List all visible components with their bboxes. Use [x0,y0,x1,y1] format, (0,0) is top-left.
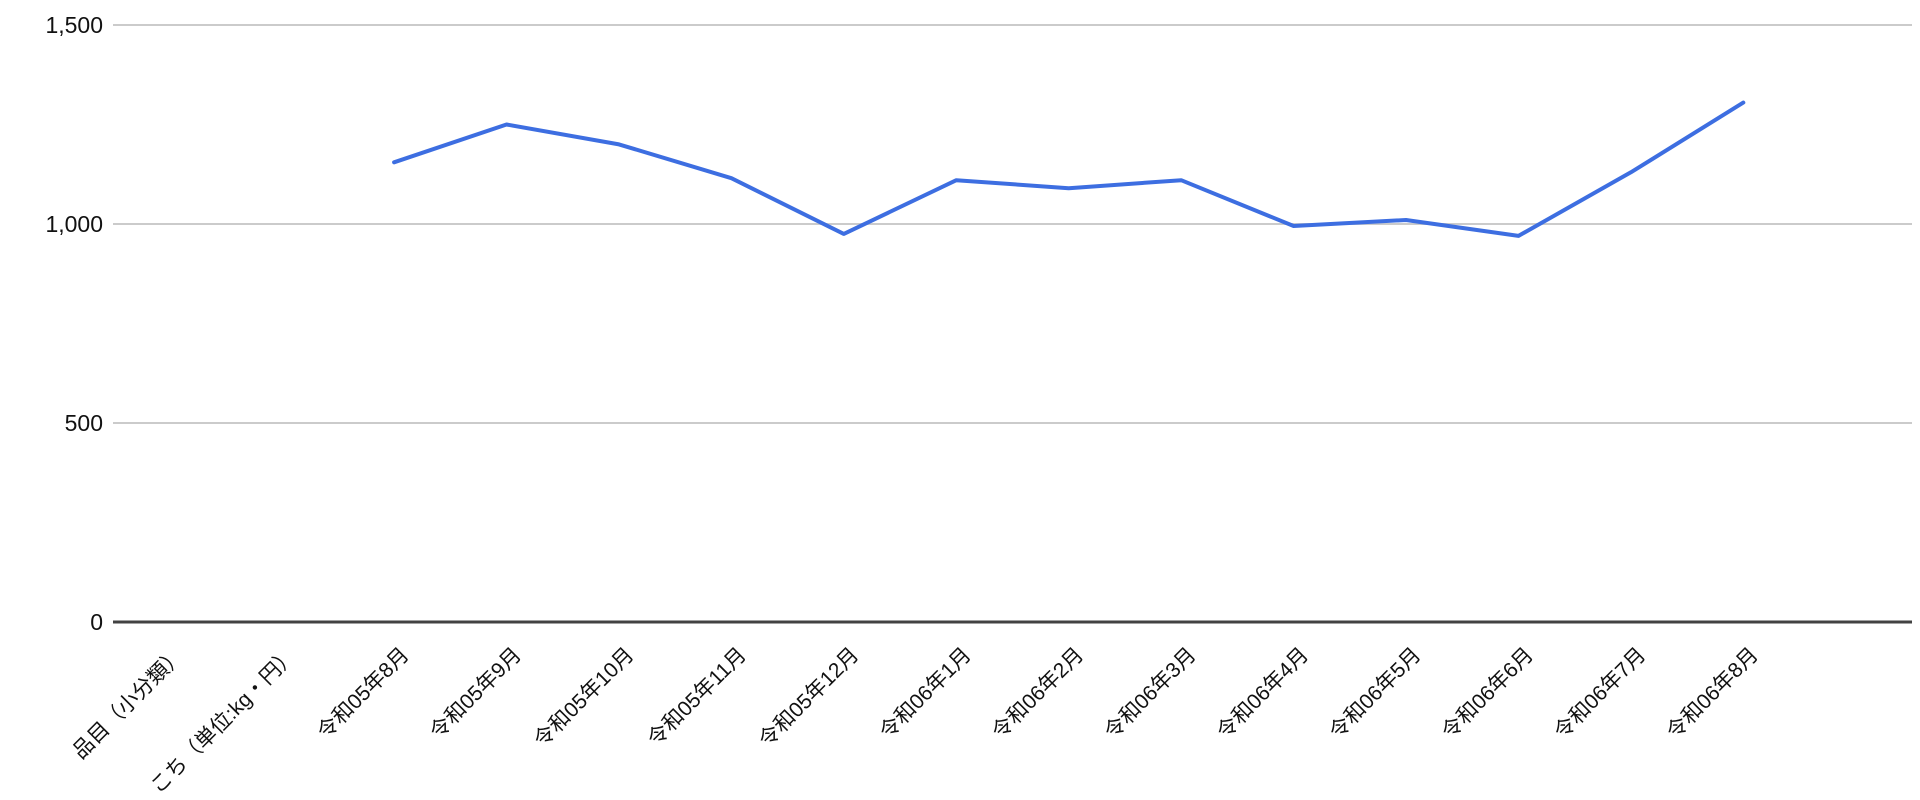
y-axis-tick-label: 0 [90,609,103,635]
x-axis-category-label: 令和06年3月 [1100,643,1200,743]
x-axis-category-label: 令和06年5月 [1325,643,1425,743]
data-series-line [392,100,1746,238]
y-axis-tick-label: 1,500 [45,12,103,38]
x-axis-category-label: 令和05年12月 [755,643,864,752]
x-axis-category-label: 令和05年10月 [530,643,639,752]
x-axis-category-label: 令和06年7月 [1550,643,1650,743]
x-axis-category-label: 品目（小分類） [69,643,189,763]
x-axis-category-label: 令和05年8月 [313,643,413,743]
x-axis-category-label: 令和06年2月 [988,643,1088,743]
y-axis-tick-label: 1,000 [45,211,103,237]
x-axis-category-label: 令和06年6月 [1438,643,1538,743]
x-axis-category-label: 令和06年4月 [1213,643,1313,743]
x-axis-category-label: 令和06年1月 [875,643,975,743]
x-axis-category-label: 令和05年11月 [643,643,751,751]
x-axis-category-label: 令和06年8月 [1662,643,1762,743]
x-axis-category-label: 令和05年9月 [426,643,526,743]
y-axis-tick-label: 500 [65,410,103,436]
